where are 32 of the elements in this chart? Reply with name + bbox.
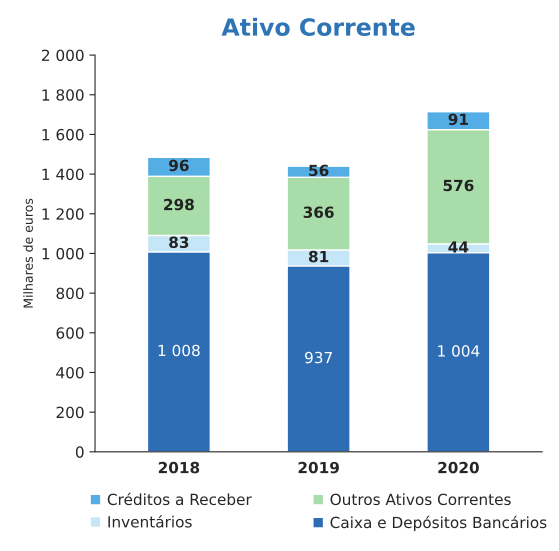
- data-label: 1 004: [438, 345, 480, 357]
- y-tick-label: 800: [56, 288, 84, 300]
- legend-label: Outros Ativos Correntes: [330, 493, 511, 506]
- chart-title: Ativo Corrente: [222, 18, 415, 36]
- y-tick-label: 1 200: [42, 208, 84, 220]
- x-tick-label: 2020: [438, 462, 479, 474]
- y-tick-label: 1 600: [42, 128, 84, 140]
- legend-label: Créditos a Receber: [108, 492, 252, 506]
- data-label: 44: [448, 241, 468, 253]
- data-label: 937: [305, 352, 332, 364]
- data-label: 91: [448, 114, 468, 126]
- data-label: 298: [164, 198, 194, 210]
- y-axis-title: Milhares de euros: [23, 198, 33, 308]
- data-label: 56: [309, 164, 328, 176]
- y-tick-label: 2 000: [42, 50, 84, 62]
- y-tick-label: 1 000: [42, 248, 84, 260]
- x-tick-label: 2019: [298, 462, 339, 474]
- y-tick-label: 200: [56, 406, 84, 418]
- y-tick-label: 0: [76, 446, 84, 458]
- y-tick-label: 1 400: [42, 168, 84, 180]
- data-label: 576: [444, 180, 474, 192]
- data-label: 366: [304, 206, 334, 218]
- legend-label: Inventários: [108, 515, 192, 528]
- data-label: 83: [169, 236, 188, 248]
- data-label: 81: [308, 250, 328, 262]
- legend-label: Caixa e Depósitos Bancários: [330, 516, 546, 532]
- x-tick-label: 2018: [158, 462, 200, 474]
- y-tick-label: 600: [56, 327, 84, 339]
- data-label: 1 008: [158, 344, 200, 356]
- y-tick-label: 1 800: [42, 89, 84, 101]
- y-tick-label: 400: [56, 366, 84, 378]
- data-label: 96: [169, 160, 189, 172]
